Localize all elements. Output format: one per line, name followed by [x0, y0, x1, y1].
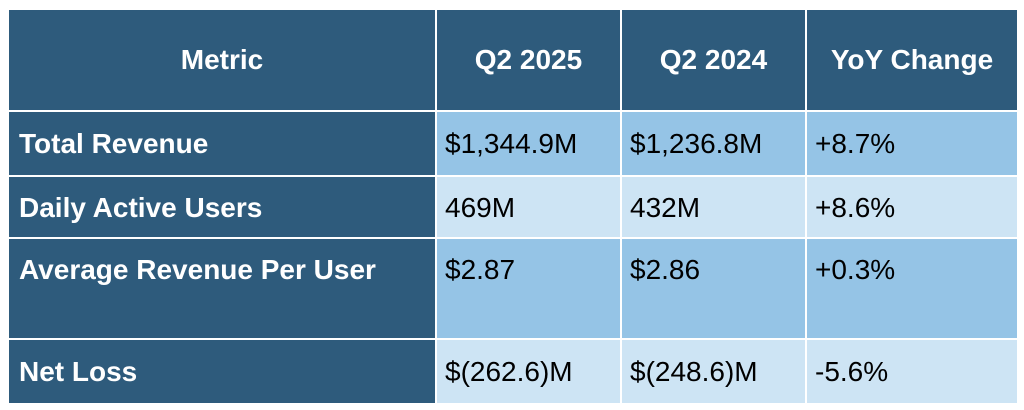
value-q2-2025: $(262.6)M — [435, 338, 622, 405]
header-q2-2025: Q2 2025 — [435, 8, 622, 112]
header-yoy-change: YoY Change — [805, 8, 1019, 112]
table-header-row: Metric Q2 2025 Q2 2024 YoY Change — [7, 8, 1019, 112]
value-q2-2024: $1,236.8M — [620, 110, 807, 177]
metric-total-revenue: Total Revenue — [7, 110, 437, 177]
value-yoy-change: +0.3% — [805, 237, 1019, 340]
value-q2-2024: 432M — [620, 175, 807, 239]
metrics-table-container: Metric Q2 2025 Q2 2024 YoY Change Total … — [7, 8, 1019, 405]
metrics-table: Metric Q2 2025 Q2 2024 YoY Change Total … — [7, 8, 1019, 405]
header-q2-2024: Q2 2024 — [620, 8, 807, 112]
value-yoy-change: -5.6% — [805, 338, 1019, 405]
value-q2-2024: $(248.6)M — [620, 338, 807, 405]
table-row: Net Loss $(262.6)M $(248.6)M -5.6% — [7, 338, 1019, 405]
table-row: Total Revenue $1,344.9M $1,236.8M +8.7% — [7, 110, 1019, 177]
table-row: Daily Active Users 469M 432M +8.6% — [7, 175, 1019, 239]
value-q2-2024: $2.86 — [620, 237, 807, 340]
metric-net-loss: Net Loss — [7, 338, 437, 405]
metric-arpu: Average Revenue Per User — [7, 237, 437, 340]
metric-daily-active-users: Daily Active Users — [7, 175, 437, 239]
value-q2-2025: 469M — [435, 175, 622, 239]
header-metric: Metric — [7, 8, 437, 112]
value-yoy-change: +8.6% — [805, 175, 1019, 239]
value-yoy-change: +8.7% — [805, 110, 1019, 177]
value-q2-2025: $2.87 — [435, 237, 622, 340]
table-row: Average Revenue Per User $2.87 $2.86 +0.… — [7, 237, 1019, 340]
value-q2-2025: $1,344.9M — [435, 110, 622, 177]
